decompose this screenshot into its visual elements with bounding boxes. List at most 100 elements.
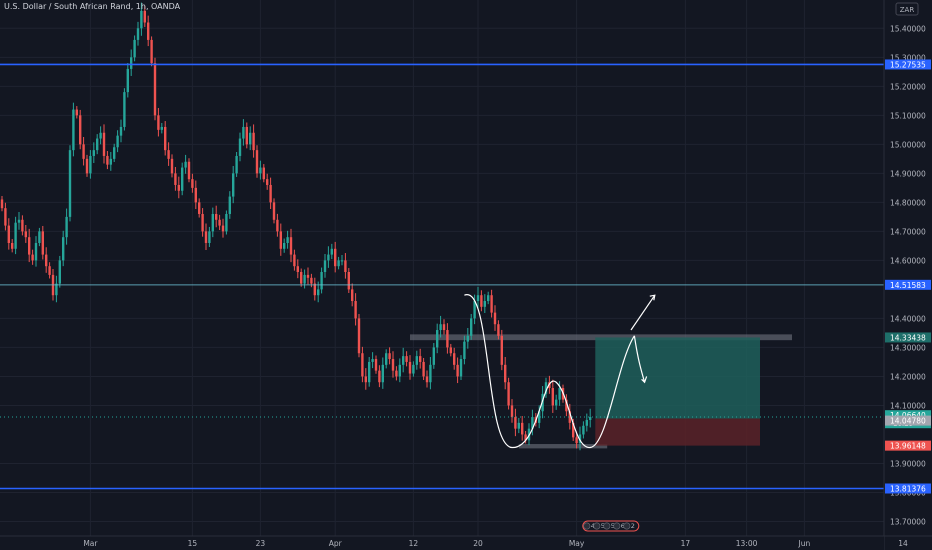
candle-body [167, 150, 170, 159]
price-badge-box [885, 415, 931, 426]
candle-body [184, 161, 187, 168]
candle-body [415, 356, 418, 365]
candle-body [480, 295, 483, 307]
candle-body [449, 347, 452, 354]
candle-body [116, 135, 119, 148]
candle-body [395, 370, 398, 377]
candle-body [514, 417, 517, 429]
candle-body [249, 132, 252, 145]
candle-body [245, 126, 248, 145]
pattern-path [464, 294, 635, 449]
candle-body [174, 173, 177, 185]
candle-body [262, 167, 265, 180]
level-price-badge-label: 13.81376 [890, 484, 926, 493]
candle-body [493, 312, 497, 325]
candle-body [191, 179, 194, 188]
support-zone [518, 444, 608, 449]
candle-body [408, 361, 412, 374]
candle-body [473, 301, 476, 319]
price-badge-label: 13.96148 [890, 442, 926, 451]
candle-body [242, 126, 245, 139]
candle-body [446, 330, 449, 348]
candle-body [62, 237, 65, 261]
candle-body [109, 158, 112, 165]
candle-body [310, 277, 313, 284]
price-axis[interactable]: ZAR 15.40000 15.30000 15.20000 15.10000 15.00… [883, 0, 932, 550]
candle-body [378, 370, 381, 383]
candle-body [28, 237, 31, 255]
price-tick-label: 14.60000 [890, 256, 926, 265]
candle-body [578, 434, 582, 444]
candle-body [113, 147, 116, 159]
time-tick-label: 20 [473, 539, 483, 548]
candle-body [143, 10, 146, 23]
candle-body [466, 335, 469, 342]
candle-body [344, 260, 347, 272]
candle-body [170, 158, 174, 174]
level-price-badge-box [885, 279, 931, 290]
level-price-badge-label: 15.27535 [890, 60, 926, 69]
zones-layer [410, 334, 792, 449]
price-tick-label: 15.40000 [890, 24, 926, 33]
candle-body [572, 422, 575, 438]
candle-body [337, 260, 340, 267]
price-tick-label: 15.20000 [890, 82, 926, 91]
candle-body [45, 254, 48, 267]
candle-body [303, 274, 306, 284]
candle-body [119, 126, 123, 136]
candle-body [238, 138, 242, 156]
candle-body [133, 39, 136, 58]
candle-body [327, 254, 330, 261]
resistance-zone [410, 334, 792, 341]
candle-body [17, 219, 21, 223]
time-tick-label: Jun [798, 539, 811, 548]
candle-body [79, 115, 82, 145]
time-tick-label: May [569, 539, 585, 548]
candle-body [293, 254, 296, 267]
arrowhead-up [649, 294, 656, 301]
candle-body [524, 434, 527, 441]
price-badge-label: 14.33438 [890, 333, 926, 342]
time-axis[interactable]: Mar 15 23 Apr 12 20 May 17 13:00 Jun 14 [0, 535, 932, 550]
candle-body [279, 231, 282, 249]
candle-body [364, 376, 367, 383]
candle-body [442, 324, 446, 331]
candle-body [347, 272, 350, 290]
candle-body [82, 144, 85, 159]
candle-body [269, 184, 272, 203]
candle-body [463, 341, 466, 360]
candle-body [354, 301, 357, 319]
candle-body [48, 266, 51, 275]
candle-body [330, 248, 333, 255]
candle-body [504, 364, 507, 383]
candle-body [99, 132, 102, 139]
candle-body [500, 335, 503, 365]
candle-body [551, 388, 554, 406]
time-tick-label: 13:00 [736, 539, 758, 548]
time-tick-label: 17 [681, 539, 691, 548]
price-tick-label: 15.10000 [890, 111, 926, 120]
candle-body [160, 126, 163, 130]
candle-body [334, 248, 337, 267]
candle-body [323, 260, 327, 272]
candle-body [289, 237, 293, 255]
candle-body [198, 202, 201, 214]
candle-body [96, 138, 99, 151]
arrowhead-down [641, 376, 648, 384]
candle-body [153, 63, 157, 116]
candle-body [255, 150, 259, 174]
currency-badge-label: ZAR [900, 6, 915, 14]
candle-body [75, 109, 78, 116]
price-tick-label: 13.90000 [890, 459, 926, 468]
candle-body [412, 364, 415, 374]
candle-body [429, 364, 432, 383]
candle-body [7, 225, 10, 243]
candle-body [58, 260, 61, 284]
candle-body [371, 359, 374, 362]
candle-body [266, 179, 269, 185]
symbol-title[interactable]: U.S. Dollar / South African Rand, 1h, OA… [4, 2, 181, 11]
time-marker-dot [593, 522, 601, 530]
